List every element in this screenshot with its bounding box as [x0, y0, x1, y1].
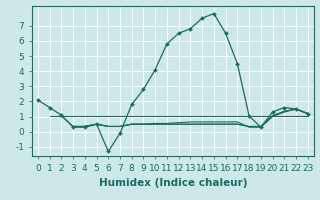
X-axis label: Humidex (Indice chaleur): Humidex (Indice chaleur)	[99, 178, 247, 188]
